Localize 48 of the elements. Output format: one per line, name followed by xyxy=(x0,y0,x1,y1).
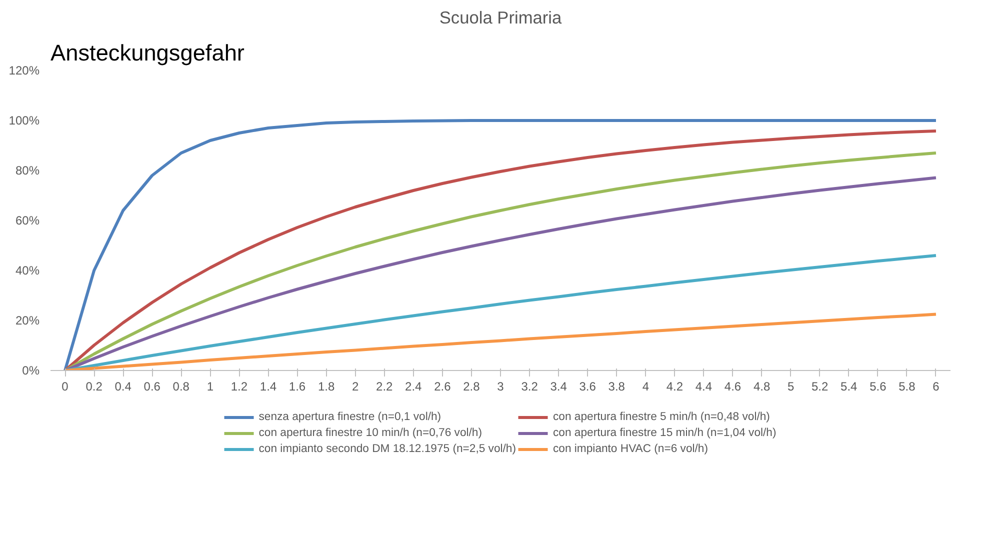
x-tick-label: 1 xyxy=(206,380,214,394)
x-tick-label: 6 xyxy=(932,380,940,394)
x-tick-label: 5.6 xyxy=(870,380,887,394)
x-tick-label: 3.8 xyxy=(608,380,626,394)
x-tick-label: 1.2 xyxy=(230,380,248,394)
x-tick-label: 2 xyxy=(352,380,359,394)
x-tick-label: 3.2 xyxy=(521,380,538,394)
x-tick-label: 3 xyxy=(497,380,504,394)
x-tick-label: 5 xyxy=(787,380,794,394)
x-tick-label: 4.2 xyxy=(666,380,684,394)
y-tick-label: 40% xyxy=(15,264,40,278)
y-tick-label: 120% xyxy=(8,64,40,78)
y-tick-label: 60% xyxy=(15,214,40,228)
x-tick-label: 1.6 xyxy=(288,380,306,394)
legend-label: con impianto HVAC (n=6 vol/h) xyxy=(553,442,708,456)
x-tick-label: 1.8 xyxy=(318,380,335,394)
x-tick-label: 0 xyxy=(62,380,69,394)
x-tick-label: 0.8 xyxy=(172,380,190,394)
legend-label: con apertura finestre 15 min/h (n=1,04 vol/h) xyxy=(553,426,776,440)
line-series xyxy=(64,312,938,370)
chart-title: Scuola Primaria xyxy=(439,8,562,28)
x-tick-label: 2.4 xyxy=(405,380,422,394)
x-tick-label: 3.4 xyxy=(550,380,568,394)
legend-label: con apertura finestre 5 min/h (n=0,48 vol/h) xyxy=(553,410,770,424)
x-tick-label: 4 xyxy=(642,380,650,394)
x-tick-label: 5.8 xyxy=(898,380,916,394)
y-tick-label: 100% xyxy=(8,114,40,128)
x-tick-label: 1.4 xyxy=(260,380,277,394)
x-tick-label: 0.6 xyxy=(144,380,161,394)
x-tick-label: 2.8 xyxy=(463,380,480,394)
x-tick-label: 3.6 xyxy=(579,380,596,394)
x-tick-label: 2.2 xyxy=(376,380,394,394)
line-series xyxy=(64,254,938,370)
y-tick-label: 0% xyxy=(22,364,40,378)
y-axis-title: Ansteckungsgefahr xyxy=(50,40,245,66)
legend-label: senza apertura finestre (n=0,1 vol/h) xyxy=(258,410,442,424)
x-tick-label: 5.2 xyxy=(812,380,829,394)
x-tick-label: 0.2 xyxy=(86,380,103,394)
x-tick-label: 2.6 xyxy=(434,380,452,394)
x-tick-label: 4.6 xyxy=(724,380,742,394)
legend-label: con apertura finestre 10 min/h (n=0,76 vol/h) xyxy=(258,426,482,440)
x-tick-label: 5.4 xyxy=(840,380,858,394)
legend-label: con impianto secondo DM 18.12.1975 (n=2,5 vol/h) xyxy=(258,442,516,456)
x-tick-label: 0.4 xyxy=(114,380,132,394)
x-tick-label: 4.8 xyxy=(753,380,770,394)
x-tick-label: 4.4 xyxy=(695,380,712,394)
y-tick-label: 80% xyxy=(15,164,40,178)
y-tick-label: 20% xyxy=(15,314,40,328)
